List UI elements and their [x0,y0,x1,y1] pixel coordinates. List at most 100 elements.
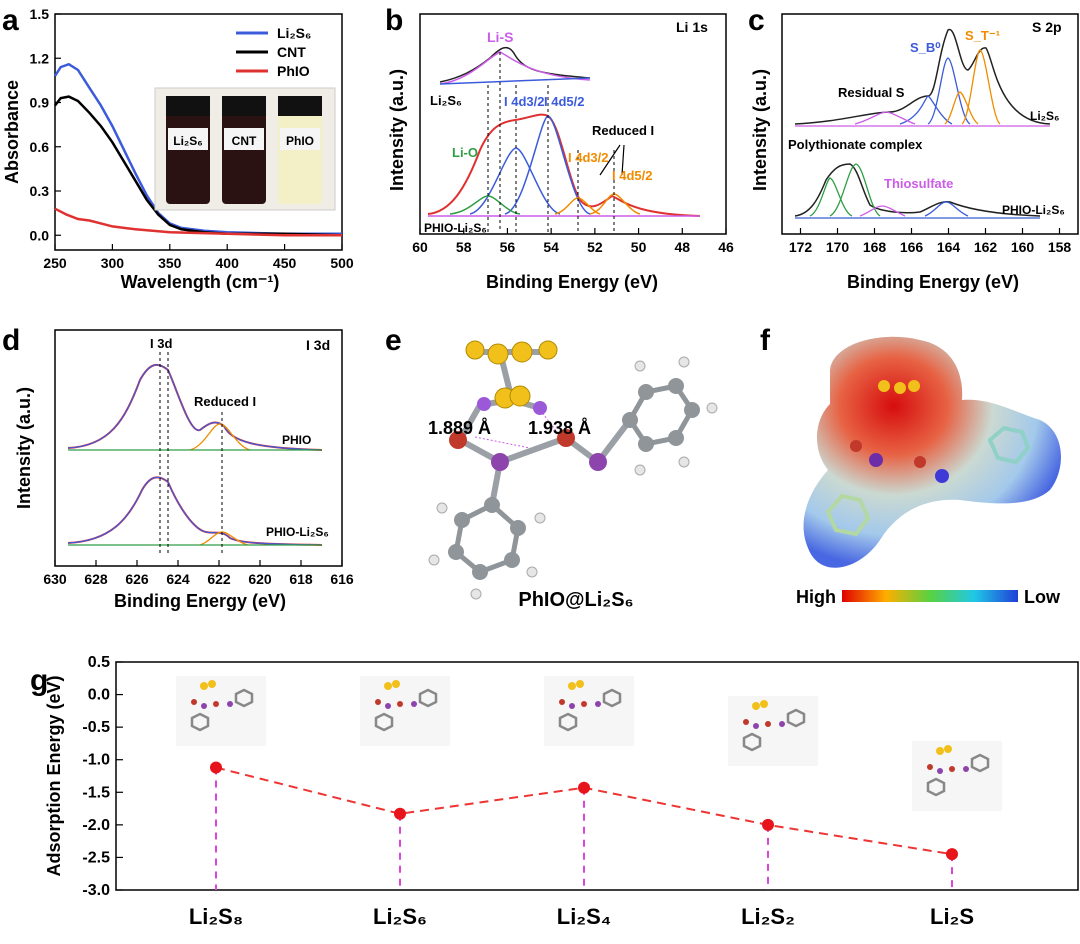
e-oxygen-atoms [449,429,575,449]
c-bottom-peak-2 [829,163,881,217]
g-structure-thumb [544,676,634,746]
c-label-st: S_T⁻¹ [965,28,1000,43]
c-label-sb0: S_B⁰ [910,40,941,55]
c-label-li2s6: Li₂S₆ [1030,109,1059,123]
g-structure-bg [912,741,1002,811]
panel-g-ylabel: Adsorption Energy (eV) [44,675,64,876]
e-li-atoms [477,397,547,415]
vial-label-phio [280,128,320,150]
d-label-reduced-i: Reduced I [194,394,256,409]
f-label-high: High [796,587,836,607]
a-ytick-label: 1.2 [30,50,50,66]
panel-c: c S 2p 172 170 168 166 164 162 160 158 Binding … [748,4,1079,292]
g-structure-s [944,745,952,753]
g-structure-s [208,680,216,688]
g-structure-s [200,682,208,690]
inset-text-cnt: CNT [232,134,257,148]
c-bottom-spectrum [794,163,1041,217]
b-xtick-label: 50 [631,239,647,255]
panel-d-ylabel: Intensity (a.u.) [14,387,34,509]
g-structure-o [927,764,933,770]
d-xtick-label: 618 [289,571,313,587]
g-structure-i [201,703,207,709]
g-structure-s [576,680,584,688]
g-structure-i [963,766,969,772]
c-top-peak-2 [927,57,971,125]
b-bottom-envelope [427,113,701,217]
f-label-low: Low [1024,587,1061,607]
b-label-reduced-32: I 4d3/2 [568,150,608,165]
panel-c-frame [781,13,1079,235]
g-structure-ring [926,777,946,797]
g-structure-o [765,721,771,727]
g-point [762,818,774,831]
b-xtick-label: 46 [718,239,734,255]
f-iodine-1 [869,453,883,467]
b-arrow-1 [599,144,621,176]
panel-c-tag: S 2p [1032,19,1062,35]
g-structure-s [936,747,944,755]
panel-d-xlabel: Binding Energy (eV) [114,591,286,611]
g-structure-s [760,700,768,708]
f-ring-2 [825,493,871,537]
a-ytick-label: 0.0 [30,227,50,243]
c-label-phio-li2s6: PHIO-Li₂S₆ [1002,203,1065,217]
a-xtick-label: 450 [273,255,297,271]
e-iodine-atoms [491,453,607,471]
g-structure-o [581,701,587,707]
b-label-reduced-52: I 4d5/2 [612,168,652,183]
legend-label-cnt: CNT [277,44,306,60]
d-xtick-label: 622 [207,571,231,587]
panel-d-tag: I 3d [306,337,330,353]
f-oxygen-2 [850,440,862,452]
d-top-peak-reduced [189,423,251,451]
c-xtick-label: 164 [937,239,961,255]
vial-cap-phio [278,96,322,116]
g-structure-o [375,699,381,705]
a-xtick-label: 300 [101,255,125,271]
g-structure-ring [190,712,210,732]
g-structure-s [392,680,400,688]
b-xtick-label: 58 [456,239,472,255]
c-top-peak-residual [854,111,916,125]
g-structure-thumb [176,676,266,746]
g-structure-o [191,699,197,705]
b-xtick-label: 48 [674,239,690,255]
g-structure-bg [360,676,450,746]
c-xtick-label: 160 [1011,239,1035,255]
g-category-label: Li₂S₂ [741,904,795,929]
panel-a-frame [54,13,343,251]
d-xtick-label: 628 [84,571,108,587]
g-structure-i [779,721,785,727]
g-structure-ring [374,712,394,732]
vial-label-cnt [224,128,264,150]
b-label-reduced-i: Reduced I [592,123,654,138]
a-ytick-label: 0.6 [30,139,50,155]
e-ring-bonds [453,383,695,575]
g-point [394,807,406,820]
f-esp-surface [803,336,1061,568]
g-structure-s [568,682,576,690]
g-structure-o [949,766,955,772]
f-sulfur-atoms [878,380,920,394]
g-structure-ring [970,753,990,773]
panel-b-tag: Li 1s [676,19,708,35]
c-label-polythionate: Polythionate complex [788,137,923,152]
g-structure-ring [786,708,806,728]
c-label-residual-s: Residual S [838,85,905,100]
g-point [578,781,590,794]
panel-a-legend: Li₂S₆ CNT PhIO [236,25,311,79]
e-sulfur-atoms [465,340,558,409]
vial-cap-cnt [222,96,266,116]
b-label-i4d32: I 4d3/2 [504,94,544,109]
a-xtick-label: 400 [216,255,240,271]
inset-text-phio: PhIO [286,134,314,148]
d-label-i3d: I 3d [150,336,172,351]
c-top-spectrum [794,29,1051,125]
c-xtick-label: 158 [1048,239,1072,255]
f-oxygen [914,456,926,468]
panel-a-letter: a [2,4,19,37]
c-xtick-label: 166 [900,239,924,255]
g-structure-s [384,682,392,690]
